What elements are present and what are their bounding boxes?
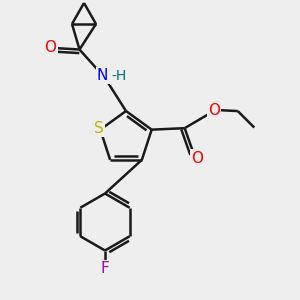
Text: O: O — [208, 103, 220, 118]
Text: S: S — [94, 121, 104, 136]
Text: -H: -H — [111, 70, 126, 83]
Text: F: F — [100, 261, 109, 276]
Text: N: N — [97, 68, 108, 83]
Text: O: O — [191, 151, 203, 166]
Text: O: O — [44, 40, 56, 56]
